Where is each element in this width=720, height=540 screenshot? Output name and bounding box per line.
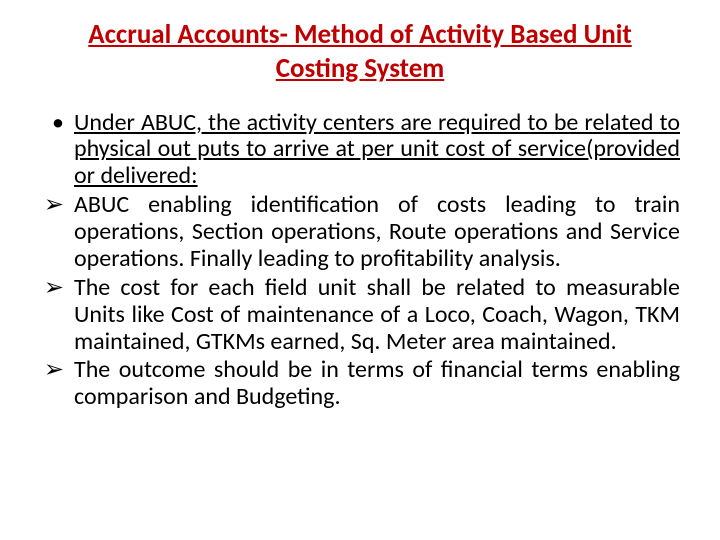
arrow-bullet-icon: ➢ [40,192,74,273]
list-item: ➢ The cost for each field unit shall be … [40,275,680,356]
slide-body: • Under ABUC, the activity centers are r… [40,110,680,412]
arrow-bullet-icon: ➢ [40,275,74,356]
list-item: ➢ The outcome should be in terms of fina… [40,357,680,411]
arrow-bullet-icon: ➢ [40,357,74,411]
list-item-text: The outcome should be in terms of financ… [74,357,680,411]
list-item: • Under ABUC, the activity centers are r… [40,110,680,191]
list-item: ➢ ABUC enabling identification of costs … [40,192,680,273]
list-item-text: The cost for each field unit shall be re… [74,275,680,356]
list-item-text: Under ABUC, the activity centers are req… [74,110,680,191]
bullet-dot-icon: • [40,110,74,191]
list-item-text: ABUC enabling identification of costs le… [74,192,680,273]
slide-title: Accrual Accounts- Method of Activity Bas… [40,18,680,86]
